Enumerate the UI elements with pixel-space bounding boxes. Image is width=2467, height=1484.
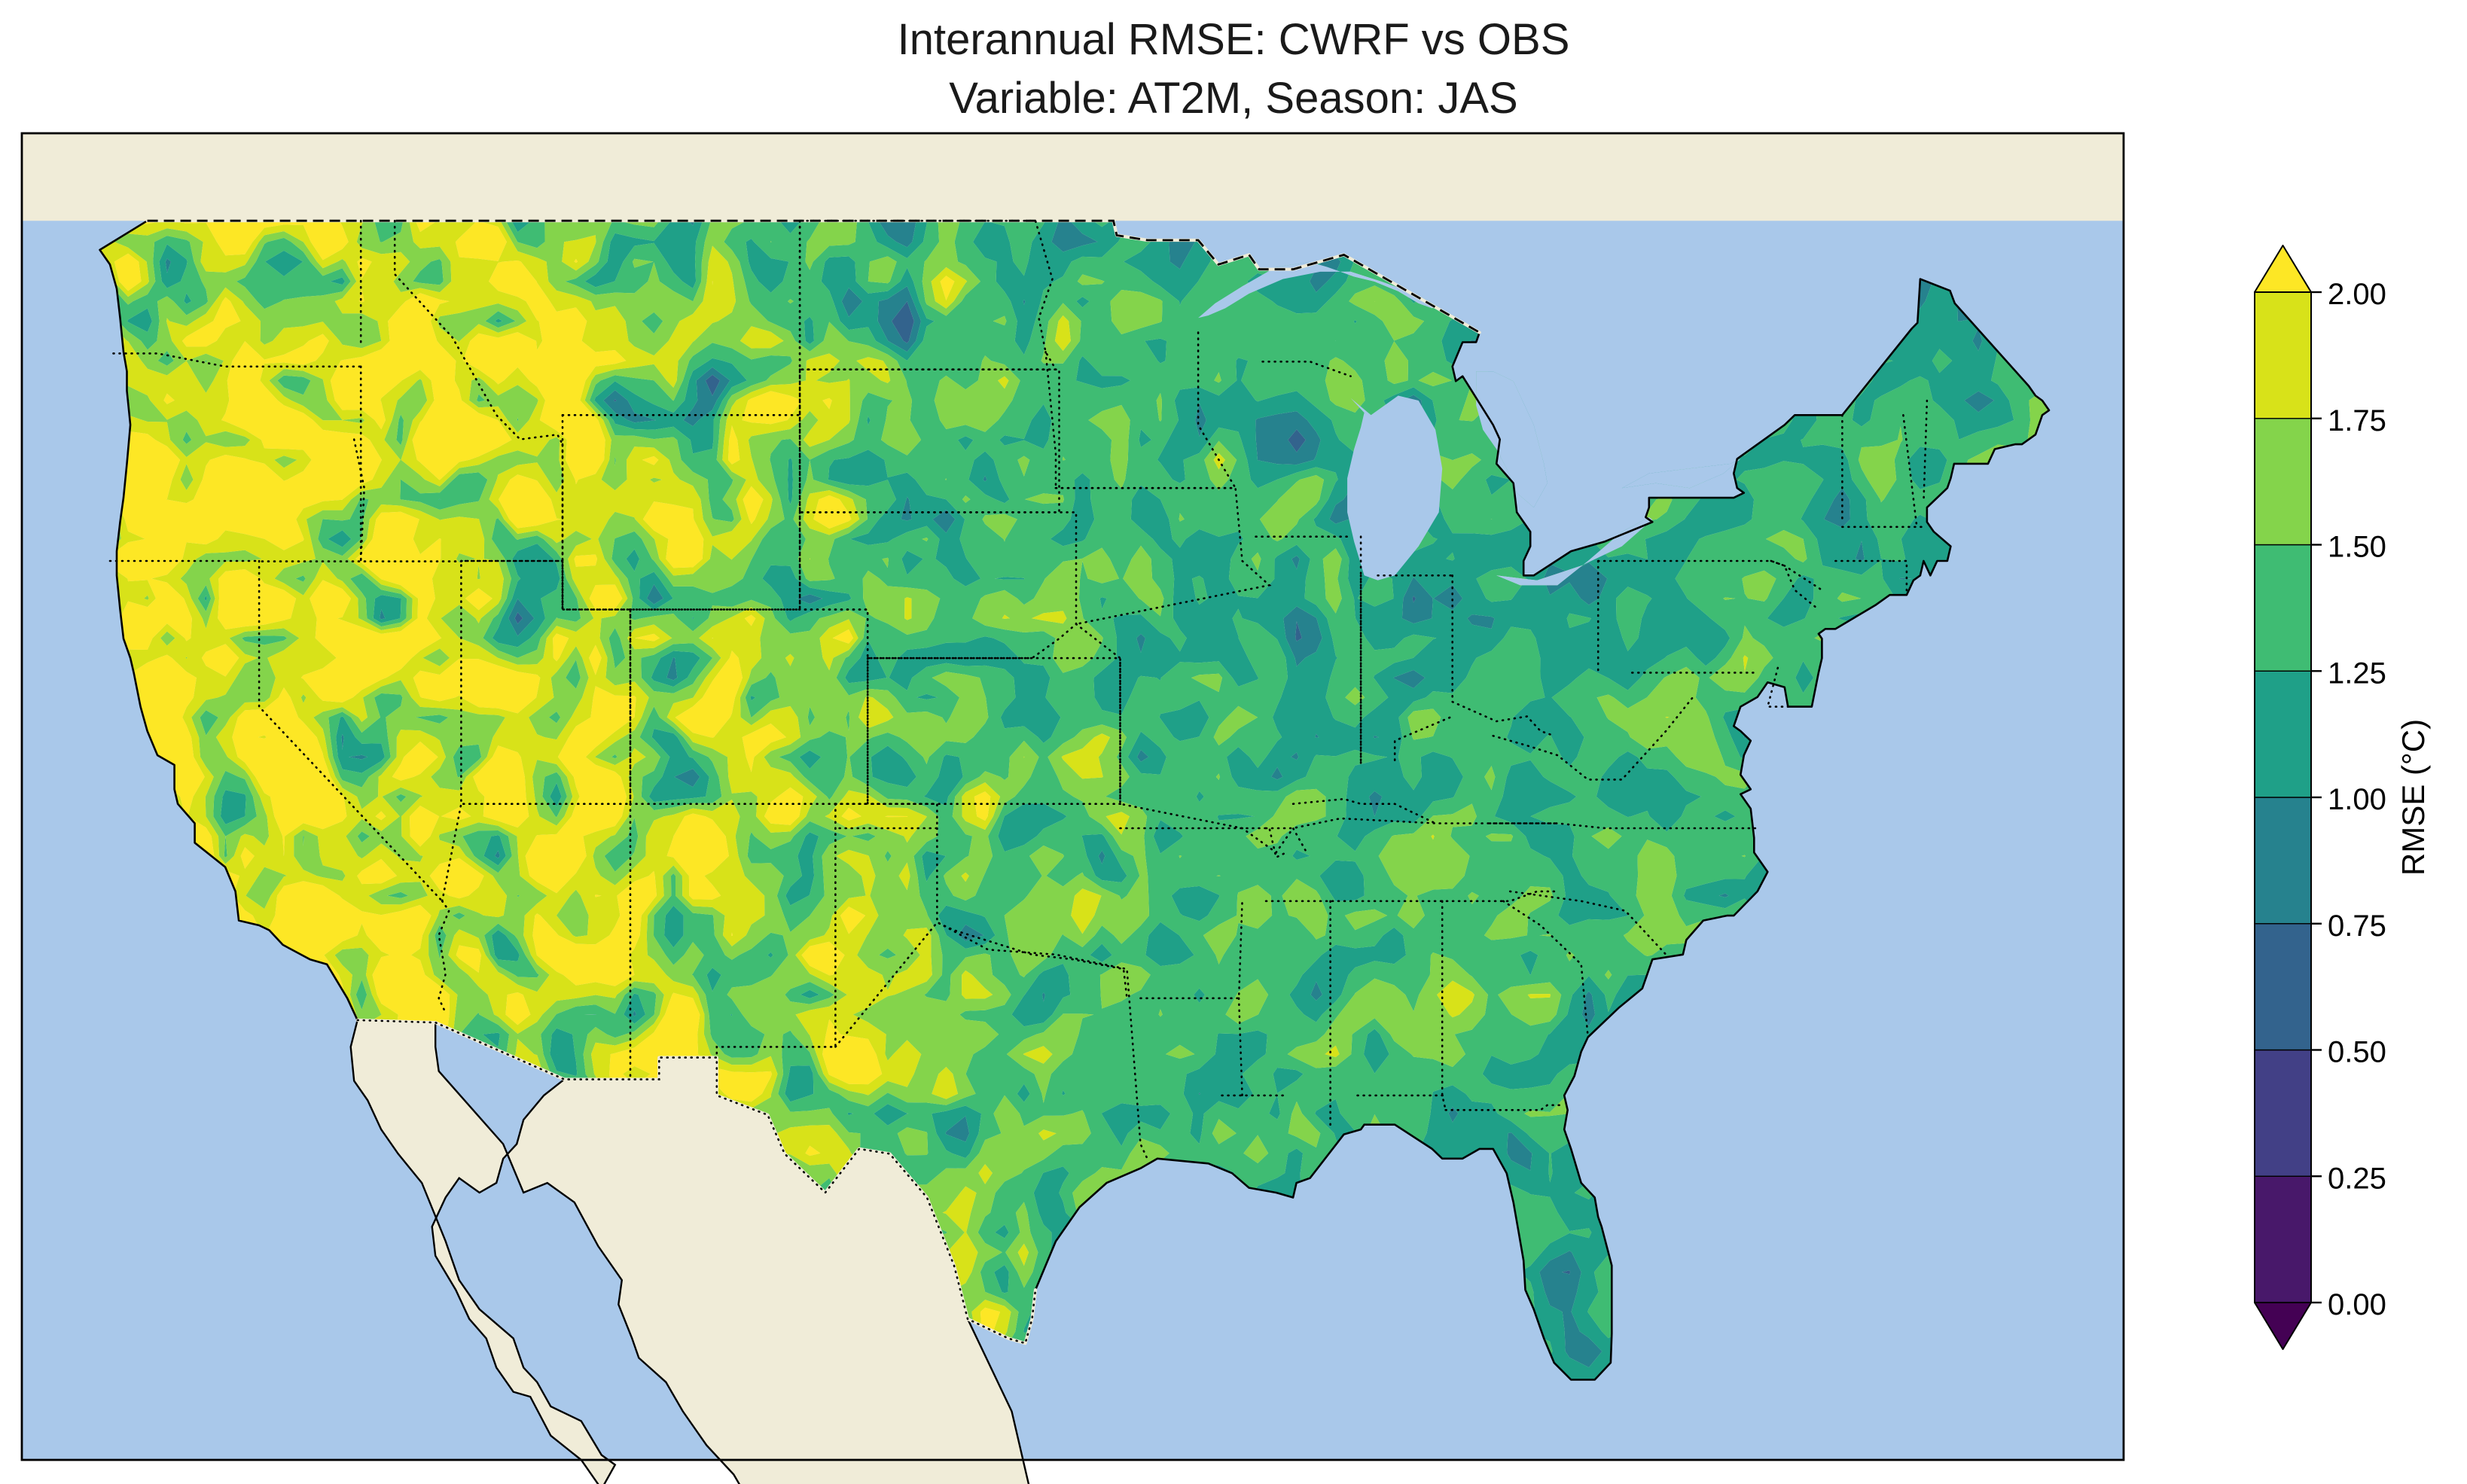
- svg-text:0.50: 0.50: [2328, 1036, 2386, 1069]
- svg-text:1.75: 1.75: [2328, 404, 2386, 437]
- svg-text:1.00: 1.00: [2328, 783, 2386, 816]
- svg-text:RMSE (°C): RMSE (°C): [2395, 719, 2431, 876]
- svg-text:2.00: 2.00: [2328, 278, 2386, 311]
- svg-text:0.25: 0.25: [2328, 1162, 2386, 1195]
- svg-text:0.00: 0.00: [2328, 1288, 2386, 1321]
- svg-text:1.50: 1.50: [2328, 531, 2386, 564]
- svg-text:0.75: 0.75: [2328, 910, 2386, 943]
- svg-text:1.25: 1.25: [2328, 657, 2386, 690]
